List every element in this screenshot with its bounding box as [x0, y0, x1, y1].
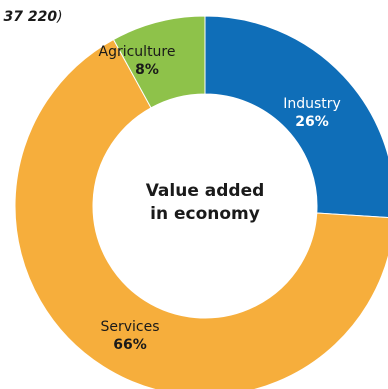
header-close-paren: ): [57, 9, 63, 25]
slice-label-agriculture: Agriculture: [99, 44, 176, 60]
donut-slices: [14, 15, 388, 389]
slice-label-industry: Industry: [283, 96, 341, 112]
slice-pct-services: 66%: [113, 337, 147, 353]
slice-industry: [204, 15, 388, 219]
center-label-line-1: Value added: [146, 181, 265, 201]
donut-labels: Industry 26% Services 66% Agriculture 8%: [99, 44, 341, 353]
slice-services: [14, 38, 388, 389]
slice-pct-industry: 26%: [295, 114, 329, 130]
header-value: 37 220: [3, 9, 58, 25]
slice-agriculture: [112, 15, 206, 109]
slice-pct-agriculture: 8%: [135, 62, 159, 78]
header-fragment: - 37 220): [0, 9, 63, 25]
slice-label-services: Services: [100, 319, 159, 335]
center-label-line-2: in economy: [150, 204, 260, 224]
